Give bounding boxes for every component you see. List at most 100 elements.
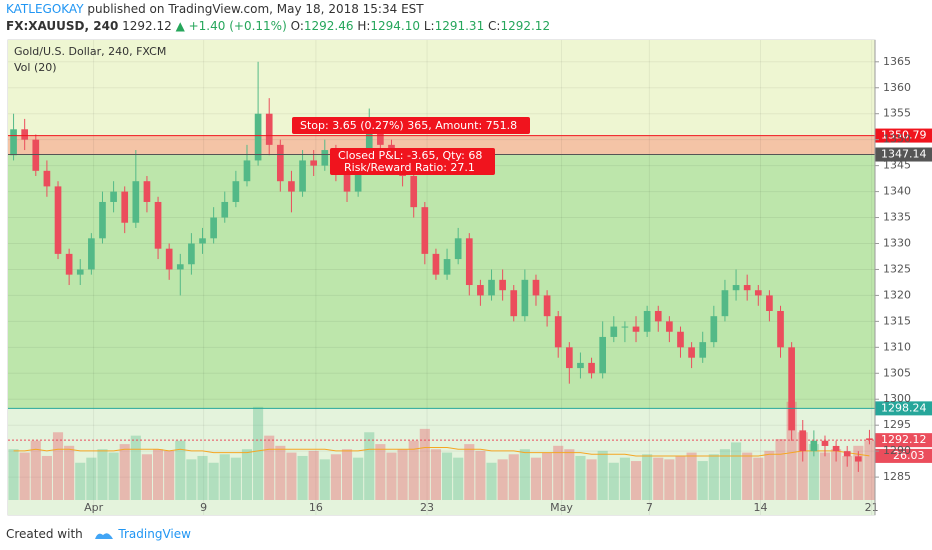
volume-bar [786, 401, 797, 500]
volume-bar [719, 449, 730, 500]
volume-bar [175, 440, 186, 500]
x-tick-label: May [550, 501, 573, 514]
candle-body [810, 440, 818, 452]
candle-body [866, 438, 873, 441]
volume-bar [742, 452, 753, 500]
candle-body [721, 290, 729, 317]
brand[interactable]: TradingView [118, 527, 191, 541]
candle-body [221, 201, 229, 218]
candle-body [510, 290, 518, 317]
x-tick-label: 21 [865, 501, 879, 514]
rr-annotation: Risk/Reward Ratio: 27.1 [344, 161, 475, 174]
volume-ma-label: 26.03 [893, 449, 925, 462]
volume-bar [141, 454, 152, 500]
candle-body [121, 191, 129, 223]
volume-bar [430, 449, 441, 500]
volume-bar [731, 442, 742, 500]
candle-body [243, 160, 251, 182]
candle-body [21, 129, 29, 140]
candle-body [254, 113, 262, 161]
volume-bar [108, 452, 119, 500]
pnl-annotation: Closed P&L: -3.65, Qty: 68 [338, 149, 482, 162]
brand-logo [94, 532, 113, 539]
candle-body [410, 176, 418, 208]
volume-bar [364, 432, 375, 500]
candle-body [754, 290, 762, 296]
candle-body [521, 279, 529, 317]
candle-body [832, 445, 840, 452]
volume-bar [153, 449, 164, 500]
c-value: 1292.12 [500, 19, 551, 33]
o-value: 1292.46 [303, 19, 354, 33]
c-label: C: [488, 19, 501, 33]
volume-legend: Vol (20) [14, 61, 57, 74]
volume-bar [597, 450, 608, 500]
symbol: FX:XAUUSD, 240 [6, 19, 119, 33]
published: published on TradingView.com, May 18, 20… [87, 2, 424, 16]
volume-bar [119, 444, 130, 500]
volume-bar [464, 444, 475, 500]
candle-body [732, 285, 740, 291]
candle-body [354, 160, 362, 192]
candle-body [743, 285, 751, 291]
volume-bar [419, 428, 430, 500]
volume-bar [330, 454, 341, 500]
volume-bar [586, 459, 597, 500]
y-tick-label: 1290 [883, 444, 911, 457]
volume-bar [842, 455, 853, 500]
y-tick-label: 1325 [883, 262, 911, 275]
volume-bar [297, 455, 308, 500]
volume-bar [241, 449, 253, 500]
volume-bar [475, 450, 486, 500]
stop-label-box [875, 128, 932, 143]
candle-body [454, 238, 462, 260]
volume-bar [275, 445, 286, 500]
candle-body [232, 181, 240, 202]
x-tick-label: 16 [309, 501, 323, 514]
candle-body [199, 238, 206, 244]
candle-body [843, 451, 851, 457]
volume-bar [253, 406, 264, 500]
candle-body [276, 144, 284, 182]
volume-bar [97, 449, 108, 500]
volume-bar [41, 455, 52, 500]
volume-bar [553, 445, 564, 500]
volume-bar [675, 455, 686, 500]
candle-body [499, 279, 506, 291]
candle-body [632, 326, 640, 332]
volume-bar [764, 450, 775, 500]
candle-body [310, 160, 318, 166]
y-tick-label: 1365 [883, 55, 911, 68]
volume-bar [708, 454, 719, 500]
volume-bar [630, 461, 642, 500]
volume-bar [208, 462, 219, 500]
l-label: L: [423, 19, 435, 33]
candle-body [32, 139, 40, 171]
volume-bar [819, 452, 831, 500]
y-tick-label: 1320 [883, 288, 911, 301]
candle-body [43, 170, 51, 187]
volume-bar [75, 462, 86, 500]
volume-bar [64, 445, 75, 500]
y-tick-label: 1315 [883, 314, 911, 327]
candle-body [543, 295, 551, 317]
y-tick-label: 1340 [883, 185, 911, 198]
volume-bar [19, 452, 30, 500]
volume-bar [164, 450, 175, 500]
author[interactable]: KATLEGOKAY [6, 2, 84, 16]
y-tick-label: 1330 [883, 236, 911, 249]
change: ▲ +1.40 (+0.11%) [175, 19, 287, 33]
target-zone [8, 154, 875, 409]
x-tick-label: 7 [646, 501, 653, 514]
y-tick-label: 1305 [883, 366, 911, 379]
pnl-box [330, 148, 495, 175]
volume-bar [453, 457, 464, 500]
volume-bar [530, 457, 542, 500]
volume-bar [308, 450, 319, 500]
h-label: H: [357, 19, 371, 33]
candle-body [643, 310, 651, 332]
candle-body [688, 347, 695, 358]
volume-bar [808, 444, 819, 500]
candle-body [488, 279, 495, 296]
